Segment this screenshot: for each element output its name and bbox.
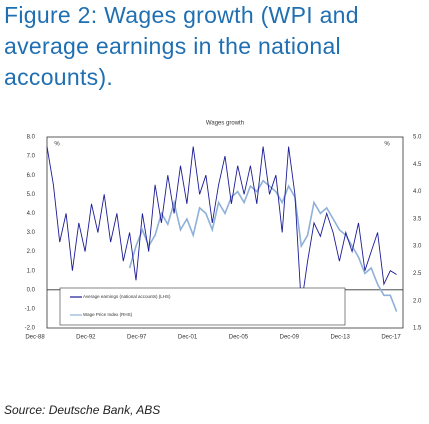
series-line xyxy=(128,179,398,312)
y-tick-label: -2.0 xyxy=(25,326,36,332)
y-tick-label: 4.0 xyxy=(27,211,36,217)
x-tick-label: Dec-09 xyxy=(280,335,300,341)
y-tick-label: 6.0 xyxy=(27,173,36,179)
x-tick-label: Dec-01 xyxy=(178,335,198,341)
y-tick-label: 2.0 xyxy=(27,249,36,255)
x-tick-label: Dec-88 xyxy=(25,335,45,341)
series-line xyxy=(46,146,397,306)
x-tick-label: Dec-17 xyxy=(381,335,401,341)
chart-title: Wages growth xyxy=(206,121,244,127)
y2-tick-label: 4.5 xyxy=(413,162,422,168)
y-tick-label: -1.0 xyxy=(25,306,36,312)
left-unit: % xyxy=(54,142,60,148)
y-tick-label: 0.0 xyxy=(27,287,36,293)
figure-heading: Figure 2: Wages growth (WPI and average … xyxy=(4,2,359,90)
y2-tick-label: 2.5 xyxy=(413,271,422,277)
y2-tick-label: 3.5 xyxy=(413,216,422,222)
right-unit: % xyxy=(384,142,390,148)
plot-frame xyxy=(46,136,404,329)
y-tick-label: 7.0 xyxy=(27,154,36,160)
x-tick-label: Dec-13 xyxy=(330,335,350,341)
source-note: Source: Deutsche Bank, ABS xyxy=(4,403,161,417)
y-tick-label: 8.0 xyxy=(27,135,36,141)
y2-tick-label: 3.0 xyxy=(413,244,422,250)
legend-box xyxy=(59,287,346,326)
x-tick-label: Dec-05 xyxy=(229,335,249,341)
y2-tick-label: 2.0 xyxy=(413,298,422,304)
x-tick-label: Dec-92 xyxy=(76,335,96,341)
legend-label: Average earnings (national accounts) (LH… xyxy=(83,294,171,299)
chart: Wages growth 8.0 7.0 6.0 5.0 4.0 3.0 2.0 1.0 0.0… xyxy=(25,121,422,341)
y-tick-label: 5.0 xyxy=(27,192,36,198)
y-tick-label: 3.0 xyxy=(27,230,36,236)
y2-tick-label: 4.0 xyxy=(413,189,422,195)
y2-tick-label: 1.5 xyxy=(413,326,422,332)
x-tick-label: Dec-97 xyxy=(127,335,147,341)
legend-label: Wage Price Index (RHS) xyxy=(83,312,133,317)
y2-tick-label: 5.0 xyxy=(413,135,422,141)
y-tick-label: 1.0 xyxy=(27,268,36,274)
